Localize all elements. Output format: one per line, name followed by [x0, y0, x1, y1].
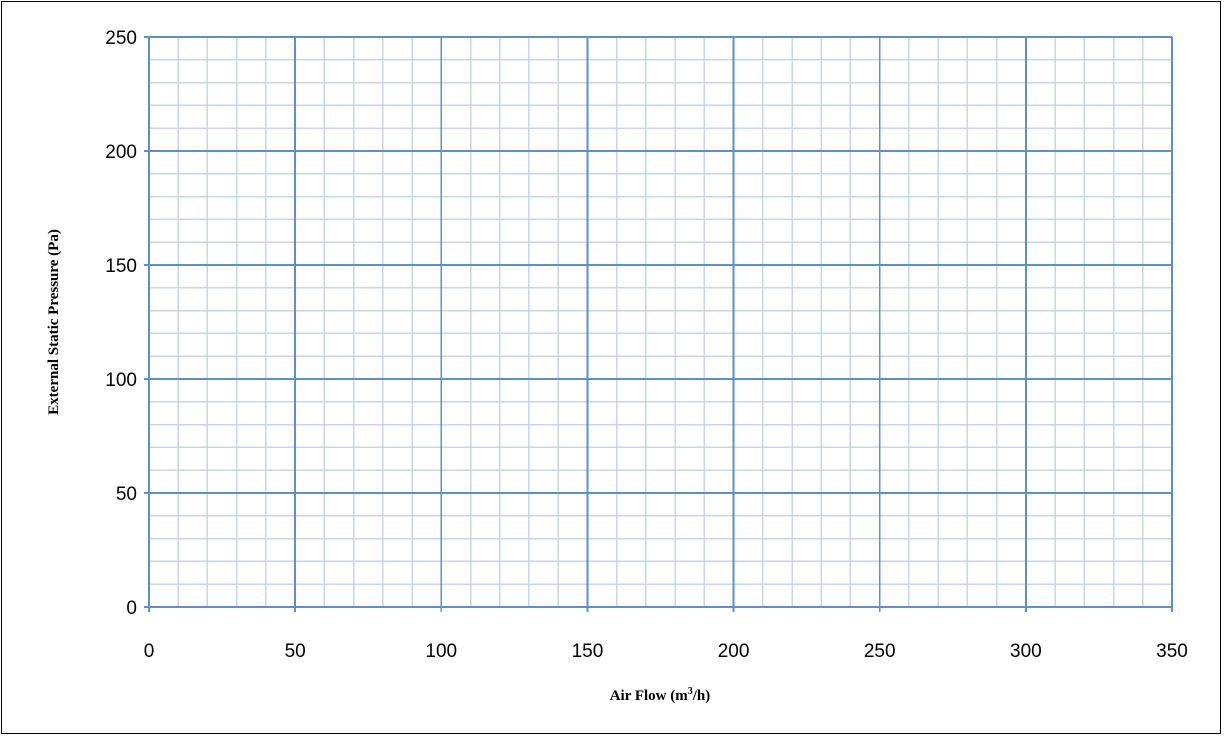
- y-tick-labels: 0 50 100 150 200 250: [105, 28, 137, 619]
- x-axis-title-suffix: /h): [692, 688, 711, 704]
- x-tick-label: 100: [425, 641, 457, 662]
- x-tick-label: 50: [285, 641, 306, 662]
- x-tick-label: 150: [572, 641, 604, 662]
- x-tick-label: 0: [144, 641, 155, 662]
- x-axis-title-superscript: 3: [688, 686, 693, 697]
- x-tick-label: 350: [1156, 641, 1188, 662]
- y-tick-label: 100: [105, 370, 137, 391]
- y-axis-title: External Static Pressure (Pa): [46, 229, 62, 415]
- axes: [148, 37, 1172, 608]
- y-tick-label: 150: [105, 256, 137, 277]
- x-tick-label: 200: [718, 641, 750, 662]
- x-tick-labels: 0 50 100 150 200 250 300 350: [144, 641, 1188, 662]
- y-tick-label: 250: [105, 28, 137, 49]
- x-tick-label: 300: [1010, 641, 1042, 662]
- x-axis-title: Air Flow (m3/h): [610, 686, 711, 704]
- y-tick-label: 0: [126, 598, 137, 619]
- x-axis-title-main: Air Flow (m: [610, 688, 689, 704]
- y-tick-label: 50: [116, 484, 137, 505]
- x-tick-label: 250: [864, 641, 896, 662]
- minor-grid: [149, 37, 1172, 607]
- y-tick-label: 200: [105, 142, 137, 163]
- major-grid: [144, 36, 1173, 612]
